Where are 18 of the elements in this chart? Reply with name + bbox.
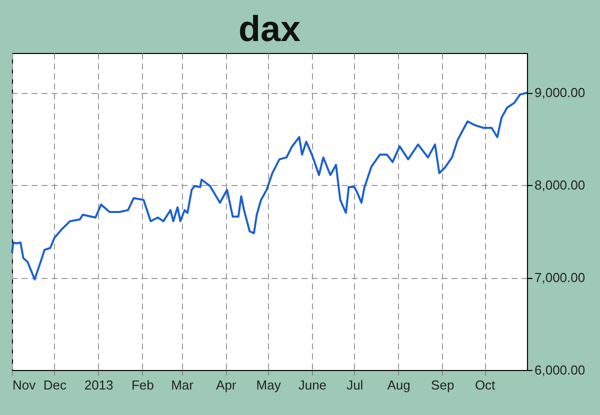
x-tick-label: Nov bbox=[12, 378, 36, 392]
x-tick-label: Apr bbox=[216, 378, 237, 392]
x-tick-label: Dec bbox=[43, 378, 67, 392]
x-tick-label: Feb bbox=[131, 378, 154, 392]
y-tick-label: 9,000.00 bbox=[534, 85, 586, 100]
x-tick-label: Oct bbox=[474, 378, 496, 392]
x-tick-label: 2013 bbox=[84, 378, 114, 392]
y-tick-label: 6,000.00 bbox=[534, 362, 586, 378]
x-tick-label: Mar bbox=[171, 378, 194, 392]
y-tick-label: 8,000.00 bbox=[534, 178, 586, 193]
y-tick-label: 7,000.00 bbox=[534, 270, 586, 286]
x-tick-label: Jul bbox=[346, 378, 364, 392]
x-tick-label: Sep bbox=[431, 378, 454, 392]
line-series bbox=[11, 92, 528, 280]
x-tick-label: June bbox=[298, 378, 327, 392]
x-tick-label: May bbox=[256, 378, 282, 392]
x-tick-label: Aug bbox=[387, 378, 410, 392]
chart-title: dax bbox=[238, 8, 301, 49]
